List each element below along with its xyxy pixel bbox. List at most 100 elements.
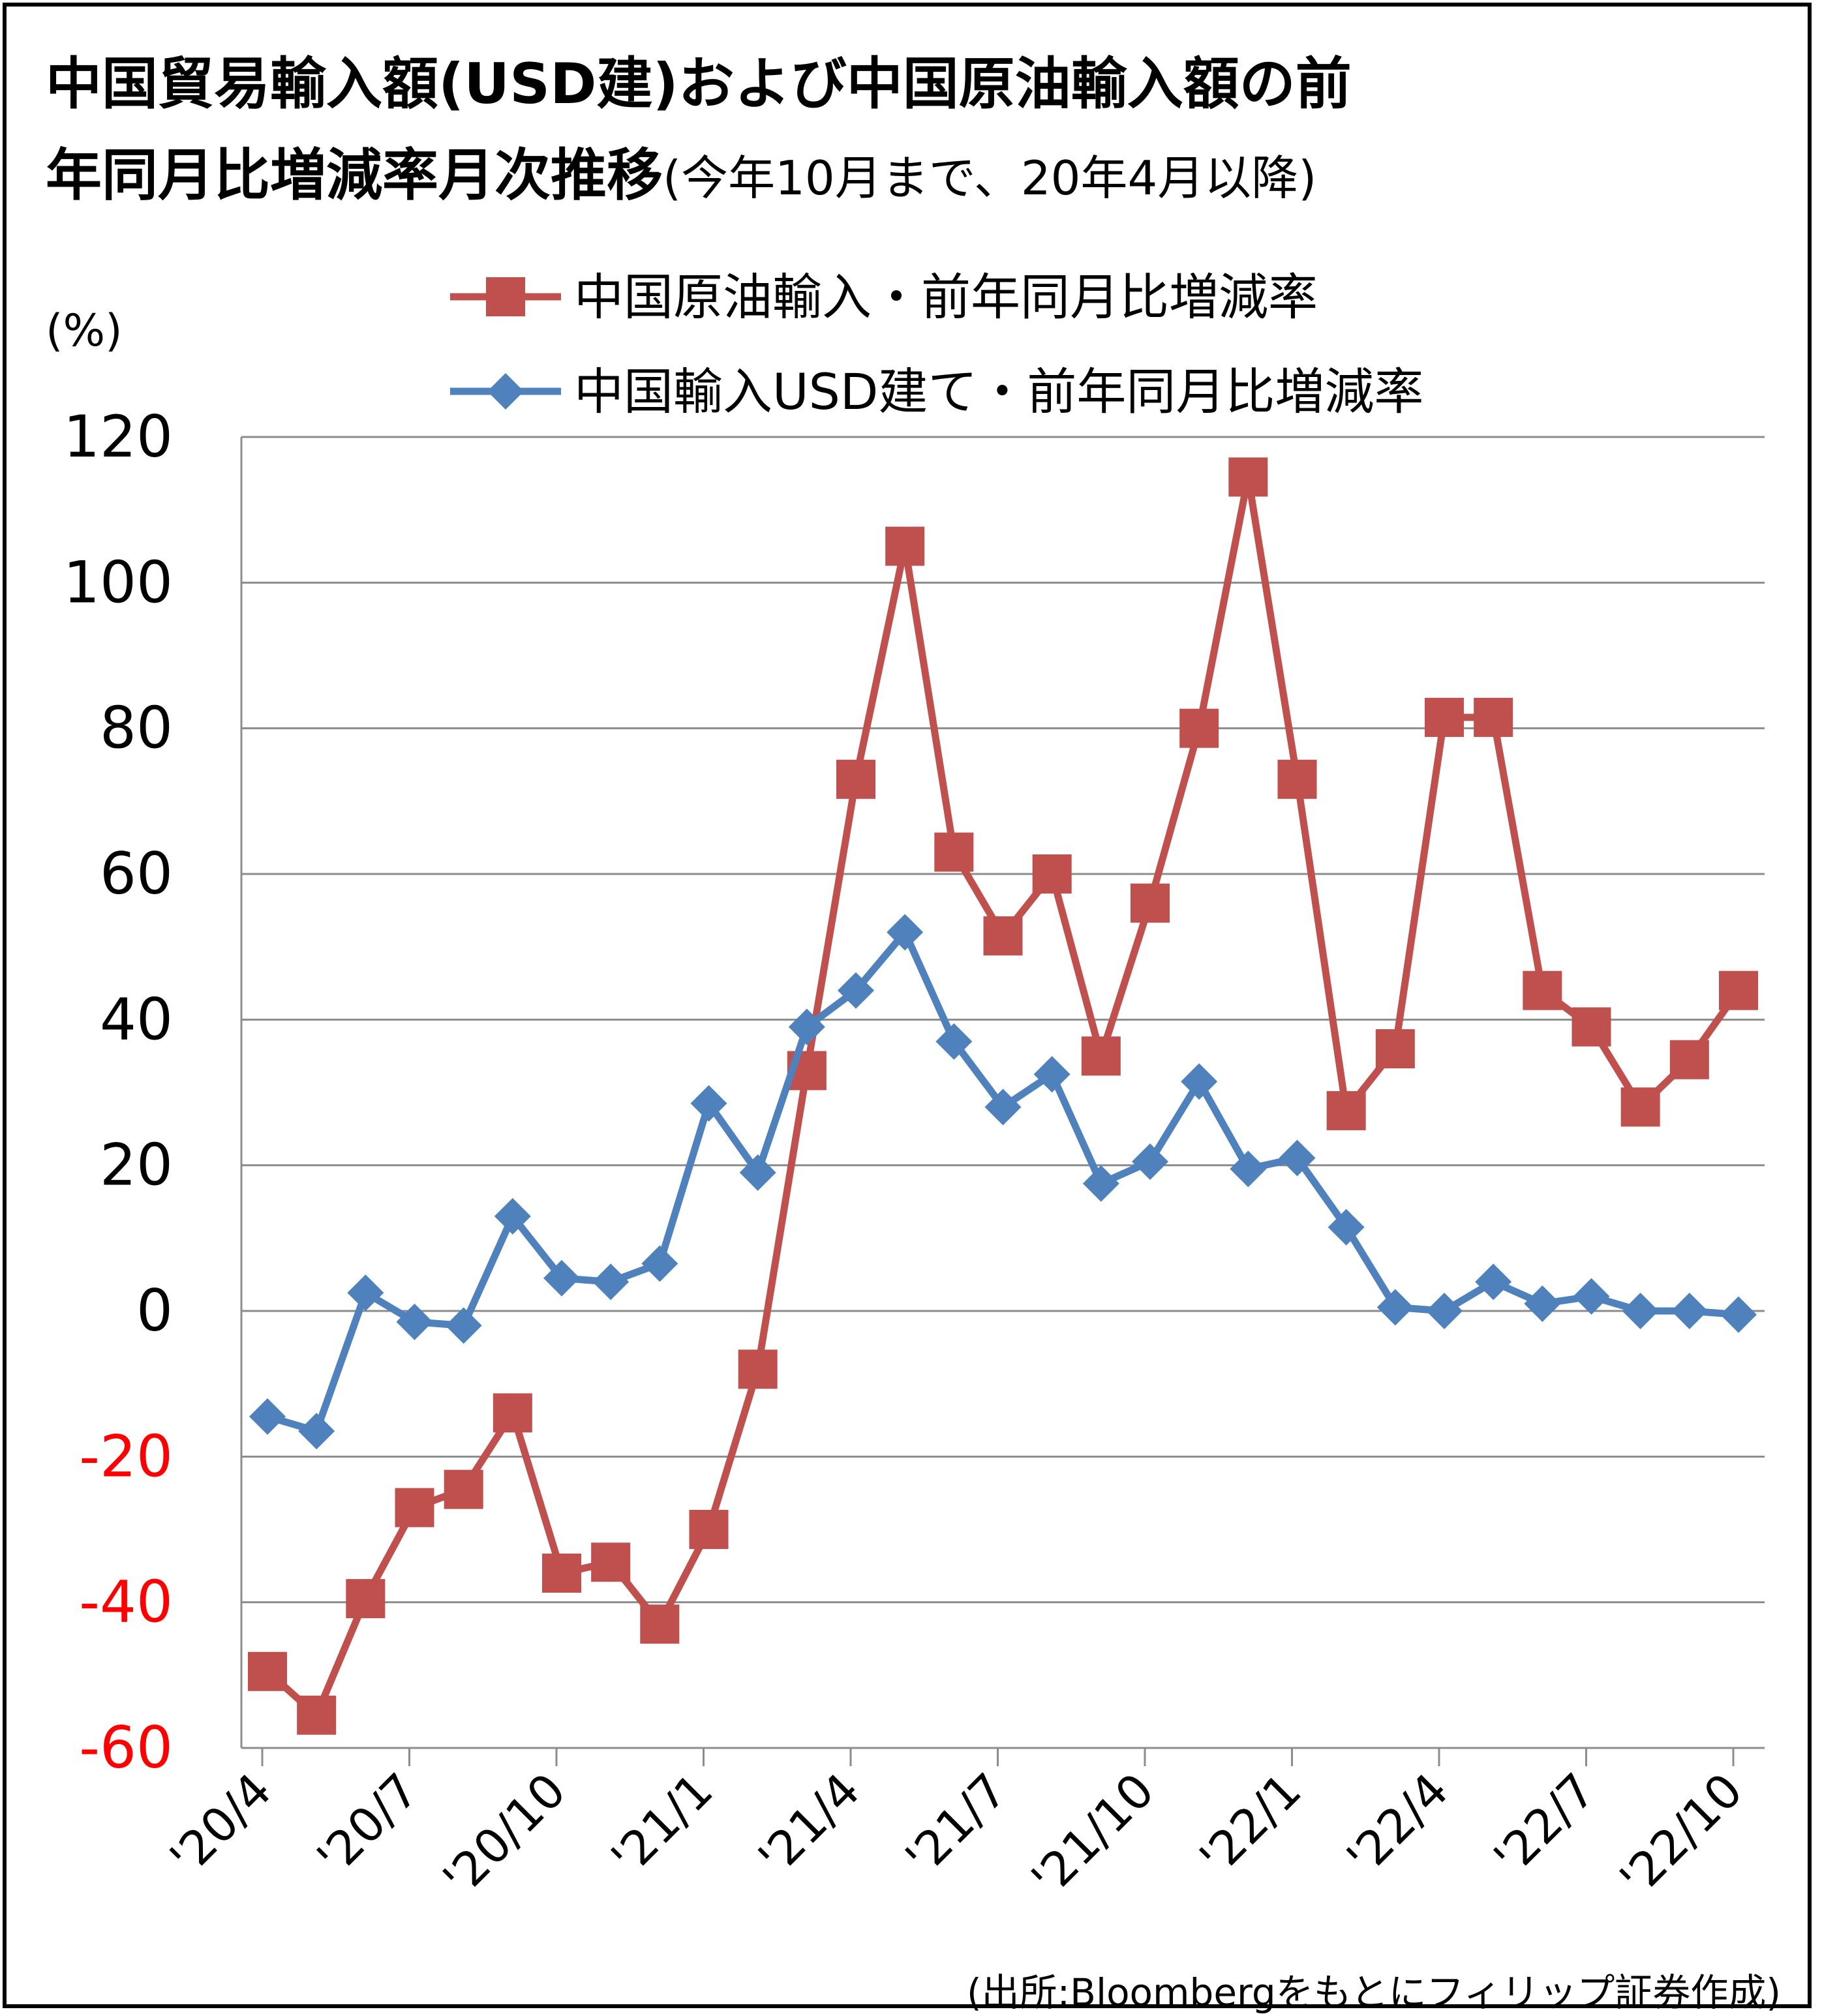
x-tick-label: '21/1: [601, 1763, 723, 1886]
chart-title-line1: 中国貿易輸入額(USD建)および中国原油輸入額の前: [46, 52, 1352, 117]
data-point-square: [983, 916, 1023, 955]
data-point-diamond: [1328, 1209, 1365, 1246]
x-tick-label: '20/7: [307, 1763, 429, 1886]
data-point-square: [591, 1542, 631, 1582]
data-point-diamond: [739, 1154, 776, 1191]
y-tick-label: 80: [100, 695, 173, 762]
chart-title-line2-sub: (今年10月まで、20年4月以降): [663, 151, 1317, 205]
y-tick-label: -40: [79, 1569, 173, 1636]
data-point-square: [1131, 883, 1170, 923]
x-tick-label: '22/7: [1483, 1763, 1606, 1886]
x-tick-label: '22/10: [1609, 1763, 1753, 1906]
data-point-square: [885, 526, 925, 566]
y-tick-label: -60: [79, 1714, 173, 1781]
data-point-square: [1425, 697, 1464, 737]
data-point-diamond: [838, 972, 874, 1009]
data-point-square: [297, 1695, 337, 1735]
data-point-diamond: [249, 1398, 286, 1435]
series-line: [266, 928, 1739, 1435]
data-point-square: [1669, 1040, 1709, 1079]
data-point-diamond: [641, 1245, 678, 1282]
y-tick-label: 60: [100, 840, 173, 907]
data-point-square: [542, 1554, 581, 1593]
data-point-square: [493, 1393, 532, 1433]
data-point-diamond: [1033, 1056, 1070, 1093]
x-tick-label: '21/10: [1021, 1763, 1164, 1906]
data-point-square: [1326, 1091, 1366, 1130]
data-point-diamond: [1622, 1293, 1659, 1329]
gridlines: [241, 436, 1765, 1604]
legend-item-imports-usd: 中国輸入USD建て・前年同月比増減率: [450, 363, 1423, 421]
y-tick-label: 0: [136, 1277, 173, 1344]
data-point-square: [1719, 970, 1758, 1010]
data-point-diamond: [1524, 1285, 1561, 1322]
data-point-diamond: [1475, 1263, 1512, 1301]
y-tick-label: 40: [100, 985, 173, 1053]
series-imports-usd: [249, 914, 1757, 1450]
data-point-square: [640, 1604, 680, 1644]
data-point-square: [738, 1349, 778, 1389]
data-point-diamond: [1426, 1293, 1463, 1329]
x-tick-label: '21/4: [748, 1763, 870, 1886]
data-point-diamond: [445, 1307, 482, 1344]
data-point-diamond: [494, 1197, 531, 1235]
data-point-square: [1277, 759, 1317, 799]
data-point-square: [1620, 1087, 1660, 1127]
data-point-square: [1523, 970, 1562, 1010]
legend-marker-square: [486, 277, 525, 316]
data-point-square: [346, 1579, 386, 1619]
data-point-diamond: [1181, 1063, 1218, 1100]
data-point-square: [1571, 1007, 1611, 1047]
data-point-diamond: [1230, 1151, 1267, 1188]
x-tick-label: '22/4: [1336, 1763, 1459, 1886]
data-point-square: [1081, 1036, 1121, 1076]
data-point-diamond: [788, 1008, 825, 1046]
data-point-diamond: [298, 1413, 335, 1450]
data-point-square: [1375, 1029, 1415, 1068]
data-point-diamond: [592, 1263, 630, 1301]
data-point-diamond: [1132, 1143, 1168, 1181]
data-point-diamond: [1376, 1289, 1414, 1326]
x-tick-label: '20/10: [433, 1763, 576, 1906]
legend-label: 中国原油輸入・前年同月比増減率: [574, 268, 1318, 326]
chart-frame: [3, 3, 1812, 2008]
x-tick-label: '22/1: [1189, 1763, 1312, 1886]
x-tick-labels: '20/4'20/7'20/10'21/1'21/4'21/7'21/10'22…: [159, 1763, 1753, 1906]
data-point-diamond: [347, 1274, 384, 1312]
data-point-square: [1179, 708, 1219, 748]
chart-title-line2-main: 年同月比増減率月次推移: [46, 143, 663, 208]
data-point-square: [395, 1488, 434, 1527]
data-point-square: [248, 1651, 287, 1691]
data-point-diamond: [1082, 1165, 1119, 1202]
series-layer: [248, 457, 1758, 1735]
legend-marker-diamond: [487, 373, 524, 410]
data-point-diamond: [1573, 1278, 1610, 1315]
source-note: (出所:Bloombergをもとにフィリップ証券作成): [967, 1970, 1781, 2015]
data-point-diamond: [690, 1085, 727, 1122]
x-tick-label: '21/7: [895, 1763, 1018, 1886]
data-point-square: [1032, 854, 1072, 894]
y-tick-label: 100: [63, 549, 173, 616]
data-point-diamond: [1279, 1139, 1316, 1177]
legend-item-crude-oil: 中国原油輸入・前年同月比増減率: [450, 268, 1318, 326]
y-tick-labels: 120 100 80 60 40 20 0 -20 -40 -60: [63, 403, 173, 1781]
data-point-square: [836, 759, 875, 799]
chart-title-line2: 年同月比増減率月次推移(今年10月まで、20年4月以降): [46, 129, 1316, 211]
data-point-diamond: [935, 1023, 973, 1060]
data-point-diamond: [887, 914, 924, 951]
axes: [240, 437, 1765, 1766]
data-point-square: [444, 1469, 483, 1509]
y-tick-label: -20: [79, 1422, 173, 1490]
series-crude-oil: [248, 457, 1758, 1735]
data-point-square: [1474, 697, 1513, 737]
data-point-square: [689, 1510, 729, 1549]
data-point-diamond: [1671, 1293, 1708, 1329]
data-point-diamond: [984, 1089, 1022, 1126]
data-point-diamond: [1720, 1296, 1757, 1333]
data-point-diamond: [396, 1303, 433, 1340]
data-point-diamond: [543, 1259, 580, 1297]
data-point-square: [1228, 457, 1268, 497]
legend-label: 中国輸入USD建て・前年同月比増減率: [574, 363, 1423, 421]
